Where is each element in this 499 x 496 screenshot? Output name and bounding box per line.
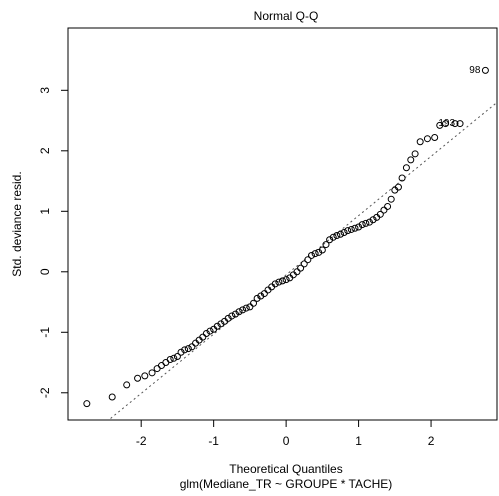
- point: [246, 303, 254, 311]
- y-tick-label: 1: [38, 208, 52, 215]
- point: [398, 174, 406, 182]
- point: [387, 195, 395, 203]
- y-tick-label: 3: [38, 87, 52, 94]
- point: [213, 322, 221, 330]
- point: [123, 381, 131, 389]
- point: [141, 372, 149, 380]
- point: [228, 312, 236, 320]
- x-axis-label: Theoretical Quantiles: [229, 462, 342, 476]
- y-tick-label: 0: [38, 268, 52, 275]
- point: [402, 164, 410, 172]
- point: [184, 345, 192, 353]
- y-tick-label: -1: [38, 327, 52, 338]
- point: [275, 278, 283, 286]
- point: [362, 219, 370, 227]
- point: [407, 156, 415, 164]
- point: [108, 393, 116, 401]
- point: [231, 310, 239, 318]
- point: [257, 292, 265, 300]
- point: [376, 210, 384, 218]
- point: [318, 246, 326, 254]
- point: [322, 241, 330, 249]
- point: [293, 268, 301, 276]
- point: [355, 223, 363, 231]
- point: [173, 352, 181, 360]
- plot-area: [83, 66, 497, 420]
- point: [242, 304, 250, 312]
- chart-title: Normal Q-Q: [254, 9, 319, 23]
- point: [199, 333, 207, 341]
- point: [202, 329, 210, 337]
- point: [358, 221, 366, 229]
- point: [442, 120, 450, 128]
- point: [481, 66, 489, 74]
- reference-line: [107, 102, 497, 420]
- point: [329, 233, 337, 241]
- point: [315, 248, 323, 256]
- point: [347, 225, 355, 233]
- point: [394, 183, 402, 191]
- point: [153, 365, 161, 373]
- point: [206, 327, 214, 335]
- point: [217, 320, 225, 328]
- point: [416, 138, 424, 146]
- point: [83, 400, 91, 408]
- point: [340, 228, 348, 236]
- point: [235, 308, 243, 316]
- point: [157, 362, 165, 370]
- point: [260, 290, 268, 298]
- point: [300, 260, 308, 268]
- point: [369, 216, 377, 224]
- point: [224, 314, 232, 322]
- point: [166, 356, 174, 364]
- point: [148, 369, 156, 377]
- point: [304, 256, 312, 264]
- point: [431, 133, 439, 141]
- plot-box: [67, 27, 498, 421]
- point-label: 193: [438, 118, 455, 129]
- point: [365, 218, 373, 226]
- y-tick-label: -2: [38, 387, 52, 398]
- point: [351, 224, 359, 232]
- point: [250, 299, 258, 307]
- point: [279, 277, 286, 285]
- x-tick-label: 1: [355, 434, 362, 448]
- subtitle: glm(Mediane_TR ~ GROUPE * TACHE): [180, 477, 393, 491]
- point: [181, 346, 189, 354]
- point: [411, 150, 419, 158]
- point: [311, 250, 319, 258]
- point: [177, 348, 185, 356]
- point: [344, 227, 352, 235]
- point: [451, 120, 459, 128]
- point: [239, 306, 247, 314]
- x-tick-label: 0: [283, 434, 290, 448]
- x-tick-label: -2: [136, 434, 147, 448]
- point: [307, 251, 315, 259]
- point: [333, 231, 341, 239]
- point: [423, 135, 431, 143]
- x-tick-label: -1: [208, 434, 219, 448]
- point: [188, 343, 196, 351]
- point: [384, 202, 392, 210]
- x-tick-label: 2: [428, 434, 435, 448]
- point: [271, 280, 279, 288]
- point: [297, 264, 305, 272]
- point: [456, 120, 464, 128]
- point: [253, 294, 261, 302]
- y-tick-label: 2: [38, 147, 52, 154]
- point-label: 98: [469, 65, 481, 76]
- point: [326, 236, 334, 244]
- point: [336, 230, 344, 238]
- point: [170, 354, 178, 362]
- point: [282, 276, 290, 284]
- y-axis-label: Std. deviance resid.: [10, 171, 24, 276]
- point: [134, 374, 142, 382]
- point: [162, 359, 170, 367]
- point: [380, 206, 388, 214]
